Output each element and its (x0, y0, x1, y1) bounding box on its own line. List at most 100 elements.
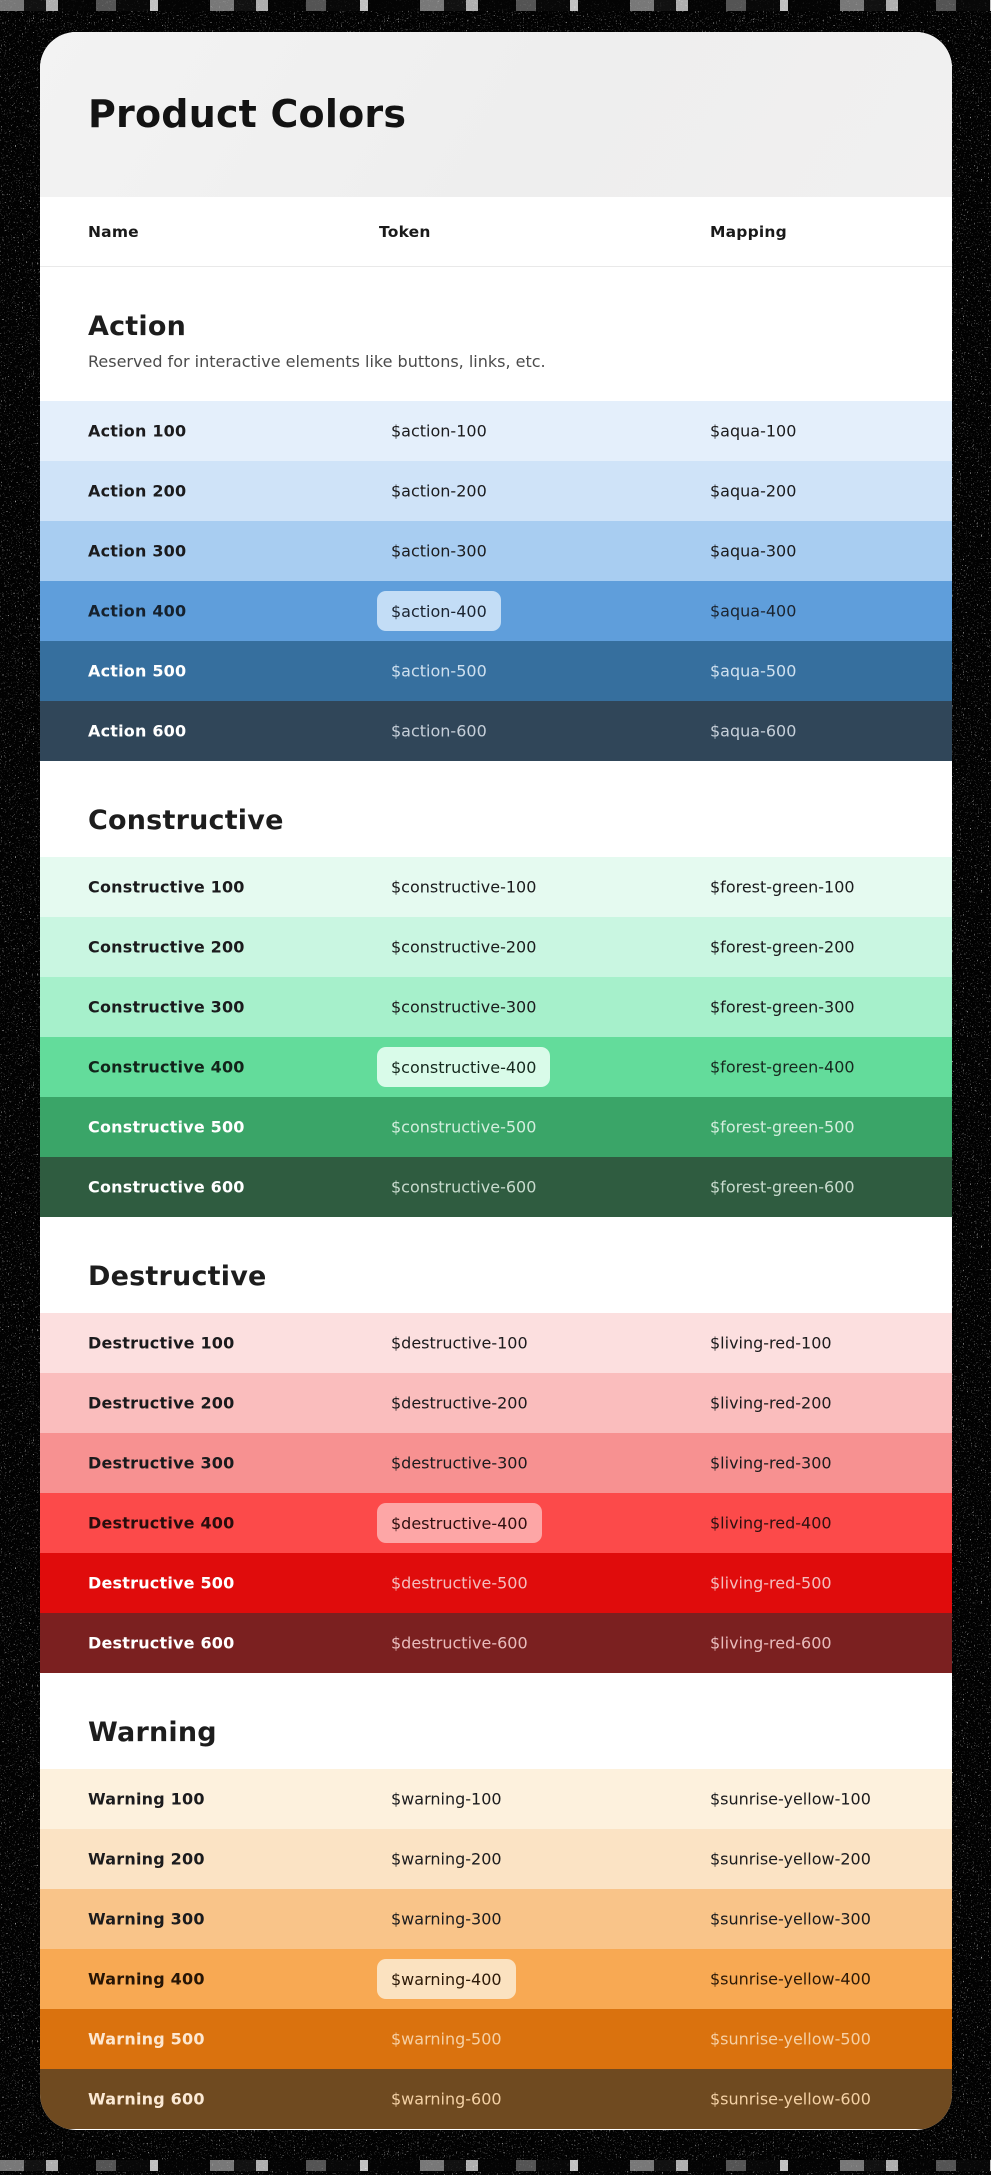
row-mapping: $living-red-600 (710, 1633, 832, 1653)
row-token-cell: $destructive-100 (377, 1334, 528, 1353)
row-token-cell: $action-400 (377, 591, 501, 631)
row-token-cell: $warning-100 (377, 1790, 502, 1809)
row-mapping: $sunrise-yellow-300 (710, 1909, 871, 1929)
row-name: Constructive 400 (88, 1057, 245, 1077)
row-token: $destructive-300 (391, 1453, 528, 1473)
row-mapping: $aqua-200 (710, 481, 797, 501)
row-token: $action-300 (391, 541, 487, 561)
row-token-cell: $warning-400 (377, 1959, 516, 1999)
row-name: Destructive 400 (88, 1513, 235, 1533)
row-token-cell: $destructive-300 (377, 1454, 528, 1473)
section-heading: Destructive (88, 1261, 267, 1292)
table-header-row: Name Token Mapping (40, 197, 952, 267)
row-token-cell: $constructive-300 (377, 998, 536, 1017)
color-section: Warning Warning 100 $warning-100 $sunris… (40, 1715, 952, 2129)
color-row: Warning 600 $warning-600 $sunrise-yellow… (40, 2069, 952, 2129)
color-row: Action 600 $action-600 $aqua-600 (40, 701, 952, 761)
row-token-cell: $action-600 (377, 722, 487, 741)
row-token-cell: $constructive-600 (377, 1178, 536, 1197)
section-rows: Action 100 $action-100 $aqua-100 Action … (40, 401, 952, 761)
row-mapping: $aqua-100 (710, 421, 797, 441)
row-token-cell: $constructive-400 (377, 1047, 551, 1087)
page-title: Product Colors (88, 91, 407, 136)
color-row: Action 400 $action-400 $aqua-400 (40, 581, 952, 641)
row-token-cell: $constructive-200 (377, 938, 536, 957)
row-mapping: $living-red-100 (710, 1333, 832, 1353)
token-badge: $constructive-400 (377, 1047, 551, 1087)
row-name: Destructive 300 (88, 1453, 235, 1473)
row-name: Constructive 600 (88, 1177, 245, 1197)
row-token-cell: $warning-600 (377, 2090, 502, 2109)
row-name: Action 400 (88, 601, 187, 621)
row-token-cell: $action-300 (377, 542, 487, 561)
row-token: $warning-500 (391, 2029, 502, 2049)
row-token: $action-600 (391, 721, 487, 741)
row-name: Action 200 (88, 481, 187, 501)
row-token: $constructive-600 (391, 1177, 537, 1197)
card-header: Product Colors (40, 32, 952, 197)
section-rows: Destructive 100 $destructive-100 $living… (40, 1313, 952, 1673)
row-token-cell: $destructive-200 (377, 1394, 528, 1413)
bottom-edge-artifacts (0, 2160, 991, 2171)
section-heading: Warning (88, 1717, 217, 1748)
row-token: $warning-100 (391, 1789, 502, 1809)
color-row: Constructive 400 $constructive-400 $fore… (40, 1037, 952, 1097)
row-token: $destructive-500 (391, 1573, 528, 1593)
color-section: Destructive Destructive 100 $destructive… (40, 1259, 952, 1673)
color-row: Warning 300 $warning-300 $sunrise-yellow… (40, 1889, 952, 1949)
row-token: $constructive-300 (391, 997, 537, 1017)
column-header-name: Name (88, 222, 139, 241)
row-mapping: $sunrise-yellow-400 (710, 1969, 871, 1989)
color-row: Warning 200 $warning-200 $sunrise-yellow… (40, 1829, 952, 1889)
row-name: Destructive 600 (88, 1633, 235, 1653)
row-name: Warning 600 (88, 2089, 205, 2109)
row-token-cell: $destructive-400 (377, 1503, 542, 1543)
row-name: Action 100 (88, 421, 187, 441)
row-name: Warning 500 (88, 2029, 205, 2049)
row-name: Warning 100 (88, 1789, 205, 1809)
row-token: $destructive-600 (391, 1633, 528, 1653)
row-name: Action 500 (88, 661, 187, 681)
color-row: Constructive 200 $constructive-200 $fore… (40, 917, 952, 977)
product-colors-card: Product Colors Name Token Mapping Action… (40, 32, 952, 2130)
row-name: Destructive 500 (88, 1573, 235, 1593)
row-name: Constructive 300 (88, 997, 245, 1017)
color-row: Constructive 100 $constructive-100 $fore… (40, 857, 952, 917)
color-row: Warning 500 $warning-500 $sunrise-yellow… (40, 2009, 952, 2069)
row-mapping: $living-red-200 (710, 1393, 832, 1413)
row-token: $constructive-500 (391, 1117, 537, 1137)
column-header-token: Token (379, 222, 431, 241)
row-name: Action 300 (88, 541, 187, 561)
row-token-cell: $constructive-500 (377, 1118, 536, 1137)
row-name: Warning 400 (88, 1969, 205, 1989)
row-mapping: $aqua-400 (710, 601, 797, 621)
color-row: Destructive 500 $destructive-500 $living… (40, 1553, 952, 1613)
row-token: $action-500 (391, 661, 487, 681)
sections: Action Reserved for interactive elements… (40, 309, 952, 2129)
row-mapping: $living-red-300 (710, 1453, 832, 1473)
row-token-cell: $warning-200 (377, 1850, 502, 1869)
color-row: Action 500 $action-500 $aqua-500 (40, 641, 952, 701)
row-token: $warning-200 (391, 1849, 502, 1869)
color-section: Constructive Constructive 100 $construct… (40, 803, 952, 1217)
color-row: Constructive 600 $constructive-600 $fore… (40, 1157, 952, 1217)
row-mapping: $sunrise-yellow-600 (710, 2089, 871, 2109)
row-name: Warning 200 (88, 1849, 205, 1869)
row-token-cell: $constructive-100 (377, 878, 536, 897)
color-row: Destructive 100 $destructive-100 $living… (40, 1313, 952, 1373)
token-badge: $destructive-400 (377, 1503, 542, 1543)
color-row: Warning 100 $warning-100 $sunrise-yellow… (40, 1769, 952, 1829)
row-token: $constructive-200 (391, 937, 537, 957)
row-token: $action-200 (391, 481, 487, 501)
color-row: Destructive 200 $destructive-200 $living… (40, 1373, 952, 1433)
row-mapping: $forest-green-400 (710, 1057, 855, 1077)
column-header-mapping: Mapping (710, 222, 787, 241)
row-name: Constructive 200 (88, 937, 245, 957)
row-token-cell: $destructive-500 (377, 1574, 528, 1593)
section-description: Reserved for interactive elements like b… (88, 352, 546, 371)
row-mapping: $forest-green-200 (710, 937, 855, 957)
row-name: Destructive 200 (88, 1393, 235, 1413)
row-token-cell: $warning-300 (377, 1910, 502, 1929)
row-mapping: $forest-green-600 (710, 1177, 855, 1197)
